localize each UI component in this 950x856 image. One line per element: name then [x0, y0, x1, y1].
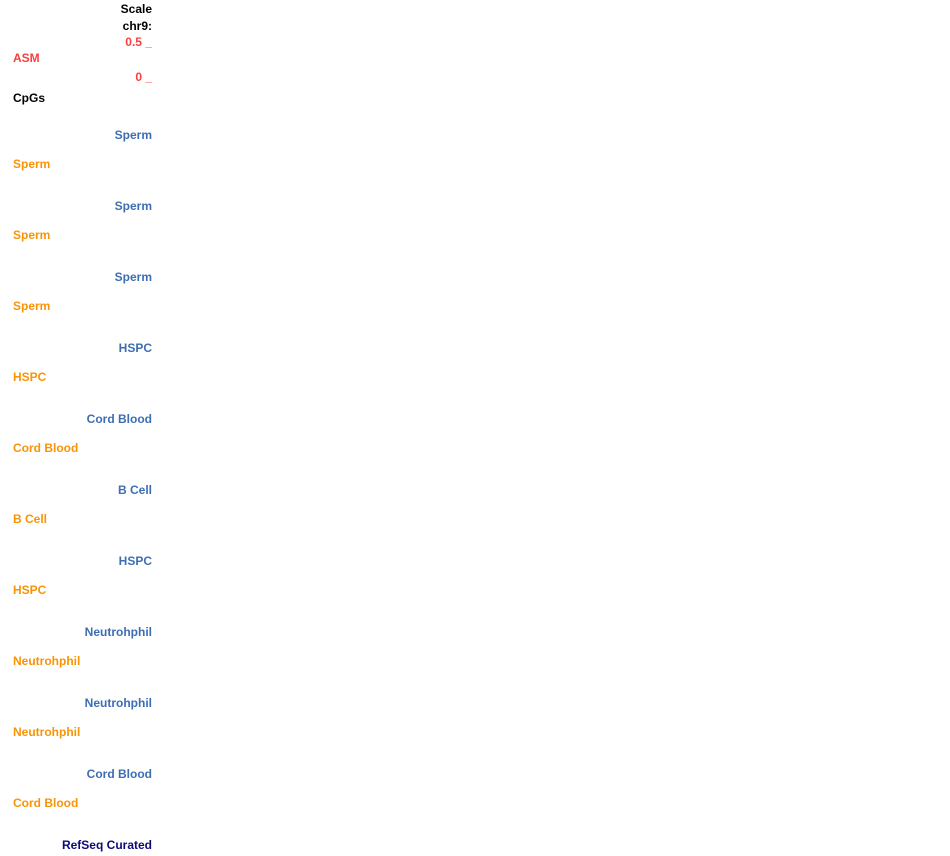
track-data-area: [160, 0, 950, 856]
track-title-hspc-2[interactable]: HSPC: [118, 554, 152, 568]
track-label-refseq-curated[interactable]: RefSeq Curated: [61, 838, 152, 852]
asm-axis-min-label: 0 _: [135, 70, 152, 84]
scale-label: Scale: [120, 2, 152, 16]
track-title-hspc-1[interactable]: HSPC: [118, 341, 152, 355]
track-subtitle-b-cell[interactable]: B Cell: [13, 512, 48, 526]
track-title-neutrophil-1[interactable]: Neutrohphil: [84, 625, 152, 639]
track-subtitle-neutrophil-2[interactable]: Neutrohphil: [13, 725, 81, 739]
track-subtitle-sperm-3[interactable]: Sperm: [13, 299, 51, 313]
track-title-neutrophil-2[interactable]: Neutrohphil: [84, 696, 152, 710]
track-subtitle-cord-blood-1[interactable]: Cord Blood: [13, 441, 79, 455]
track-title-b-cell[interactable]: B Cell: [117, 483, 152, 497]
track-subtitle-hspc-2[interactable]: HSPC: [13, 583, 47, 597]
track-subtitle-sperm-2[interactable]: Sperm: [13, 228, 51, 242]
track-subtitle-cord-blood-2[interactable]: Cord Blood: [13, 796, 79, 810]
track-title-cord-blood-2[interactable]: Cord Blood: [86, 767, 152, 781]
track-title-sperm-2[interactable]: Sperm: [114, 199, 152, 213]
track-title-sperm-3[interactable]: Sperm: [114, 270, 152, 284]
chromosome-label: chr9:: [122, 19, 152, 33]
track-label-cpgs[interactable]: CpGs: [13, 91, 46, 105]
track-label-asm[interactable]: ASM: [13, 51, 40, 65]
track-title-cord-blood-1[interactable]: Cord Blood: [86, 412, 152, 426]
track-subtitle-hspc-1[interactable]: HSPC: [13, 370, 47, 384]
track-subtitle-neutrophil-1[interactable]: Neutrohphil: [13, 654, 81, 668]
track-title-sperm-1[interactable]: Sperm: [114, 128, 152, 142]
asm-axis-max-label: 0.5 _: [125, 35, 152, 49]
track-subtitle-sperm-1[interactable]: Sperm: [13, 157, 51, 171]
